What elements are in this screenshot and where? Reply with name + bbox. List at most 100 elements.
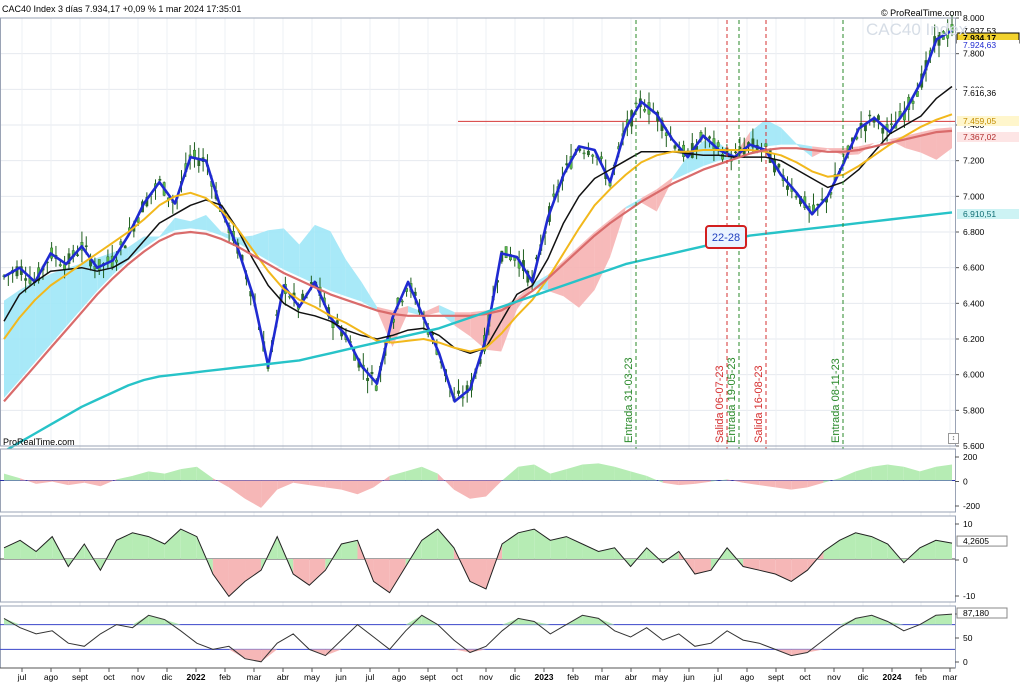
cloud-segment [190, 215, 207, 231]
cloud-segment [252, 230, 269, 261]
osc1-area [309, 480, 326, 488]
osc1-area [855, 466, 872, 481]
oscillator-1-panel: 200 0 -200 [0, 448, 980, 513]
osc1-area [293, 480, 310, 486]
osc2-area [518, 529, 535, 559]
price-label: 7.924,63 [963, 40, 996, 50]
osc1-area [823, 478, 840, 483]
candle-body [950, 24, 954, 34]
candle-body [599, 156, 603, 159]
candle-body [197, 159, 201, 167]
price-label-bg [957, 88, 1019, 98]
osc3-value: 87,180 [963, 608, 989, 618]
price-label-bg [957, 132, 1019, 142]
osc2-tick-label: 10 [963, 519, 973, 529]
time-tick-label: jun [682, 672, 695, 682]
candle-body [115, 259, 118, 263]
osc1-area [132, 471, 149, 481]
osc3-tick-label: 50 [963, 633, 973, 643]
candle-body [457, 390, 460, 394]
osc2-area [20, 540, 37, 559]
osc2-area [919, 540, 936, 559]
osc1-area [325, 480, 342, 490]
osc1-area [662, 480, 679, 486]
panel-collapse-icon[interactable]: ↕ [948, 433, 959, 444]
osc2-area [245, 559, 262, 582]
osc2-area [389, 559, 406, 593]
osc2-area [164, 529, 181, 559]
price-tick-label: 8.000 [963, 13, 985, 23]
price-tick-label: 6.000 [963, 370, 985, 380]
price-label: 6.910,51 [963, 209, 996, 219]
osc2-area [437, 529, 454, 559]
osc1-area [148, 471, 165, 481]
osc1-area [164, 469, 181, 481]
osc1-area [437, 473, 454, 490]
osc2-area [839, 532, 856, 559]
osc2-area [502, 532, 519, 559]
candle-body [504, 246, 508, 259]
candle-body [716, 142, 720, 147]
price-label-bg [957, 26, 1019, 36]
time-tick-label: jul [365, 672, 375, 682]
osc1-area [228, 480, 246, 499]
osc2-area [694, 559, 711, 574]
signal-label-salida: Salida 16-08-23 [753, 365, 765, 443]
candle-body [708, 136, 711, 139]
cloud-segment [656, 177, 673, 212]
osc3-tick-label: 0 [963, 657, 968, 667]
osc3-oversold [453, 649, 470, 653]
boxed-label-text: 22-28 [712, 232, 740, 244]
cloud-segment [174, 217, 191, 231]
cloud-segment [206, 215, 222, 236]
time-tick-label: abr [277, 672, 289, 682]
cloud-segment [936, 127, 952, 160]
osc1-area [421, 466, 438, 481]
brand-top: © ProRealTime.com [881, 8, 962, 18]
time-tick-label: 2024 [883, 672, 902, 682]
time-tick-label: nov [131, 672, 145, 682]
series-line-3 [3, 113, 953, 353]
osc1-area [630, 471, 647, 481]
osc1-area [710, 479, 728, 482]
osc2-area [132, 532, 149, 559]
osc3-overbought [935, 614, 952, 625]
candle-body [309, 282, 313, 284]
candle-body [158, 178, 162, 181]
candle-body [751, 138, 755, 148]
cloud-segment [4, 289, 20, 398]
osc1-area [550, 469, 567, 481]
cloud-segment [687, 141, 704, 174]
time-tick-label: dic [162, 672, 174, 682]
osc3-oversold [245, 649, 262, 662]
osc2-tick-label: -10 [963, 591, 976, 601]
instrument-watermark: CAC40 Index [866, 20, 968, 39]
osc1-area [935, 464, 952, 481]
osc2-area [791, 559, 808, 582]
osc1-area [20, 478, 37, 484]
price-tick-label: 5.800 [963, 405, 985, 415]
osc2-area [293, 559, 310, 586]
time-axis: jul ago sept oct nov dic 2022 feb mar abr may jun ju… [0, 667, 957, 682]
time-tick-label: may [652, 672, 669, 682]
boxed-label-frame [705, 225, 747, 249]
candle-body [591, 154, 595, 157]
candle-body [911, 100, 915, 104]
cloud-segment [423, 305, 440, 316]
osc1-area [36, 480, 53, 484]
candle-body [634, 102, 638, 105]
time-tick-label: feb [219, 672, 231, 682]
price-label-bg [957, 40, 1019, 50]
price-label: 7.616,36 [963, 88, 996, 98]
osc1-area [598, 463, 615, 481]
price-tick-label: 6.600 [963, 263, 985, 273]
osc1-area [807, 480, 824, 488]
osc1-area [486, 480, 503, 497]
time-tick-label: dic [858, 672, 870, 682]
osc2-area [180, 529, 197, 559]
cloud-segment [268, 228, 284, 270]
oscillator-2-panel: 10 0 -10 4,2605 [0, 515, 1008, 603]
time-tick-label: oct [799, 672, 811, 682]
osc1-area [84, 480, 101, 487]
